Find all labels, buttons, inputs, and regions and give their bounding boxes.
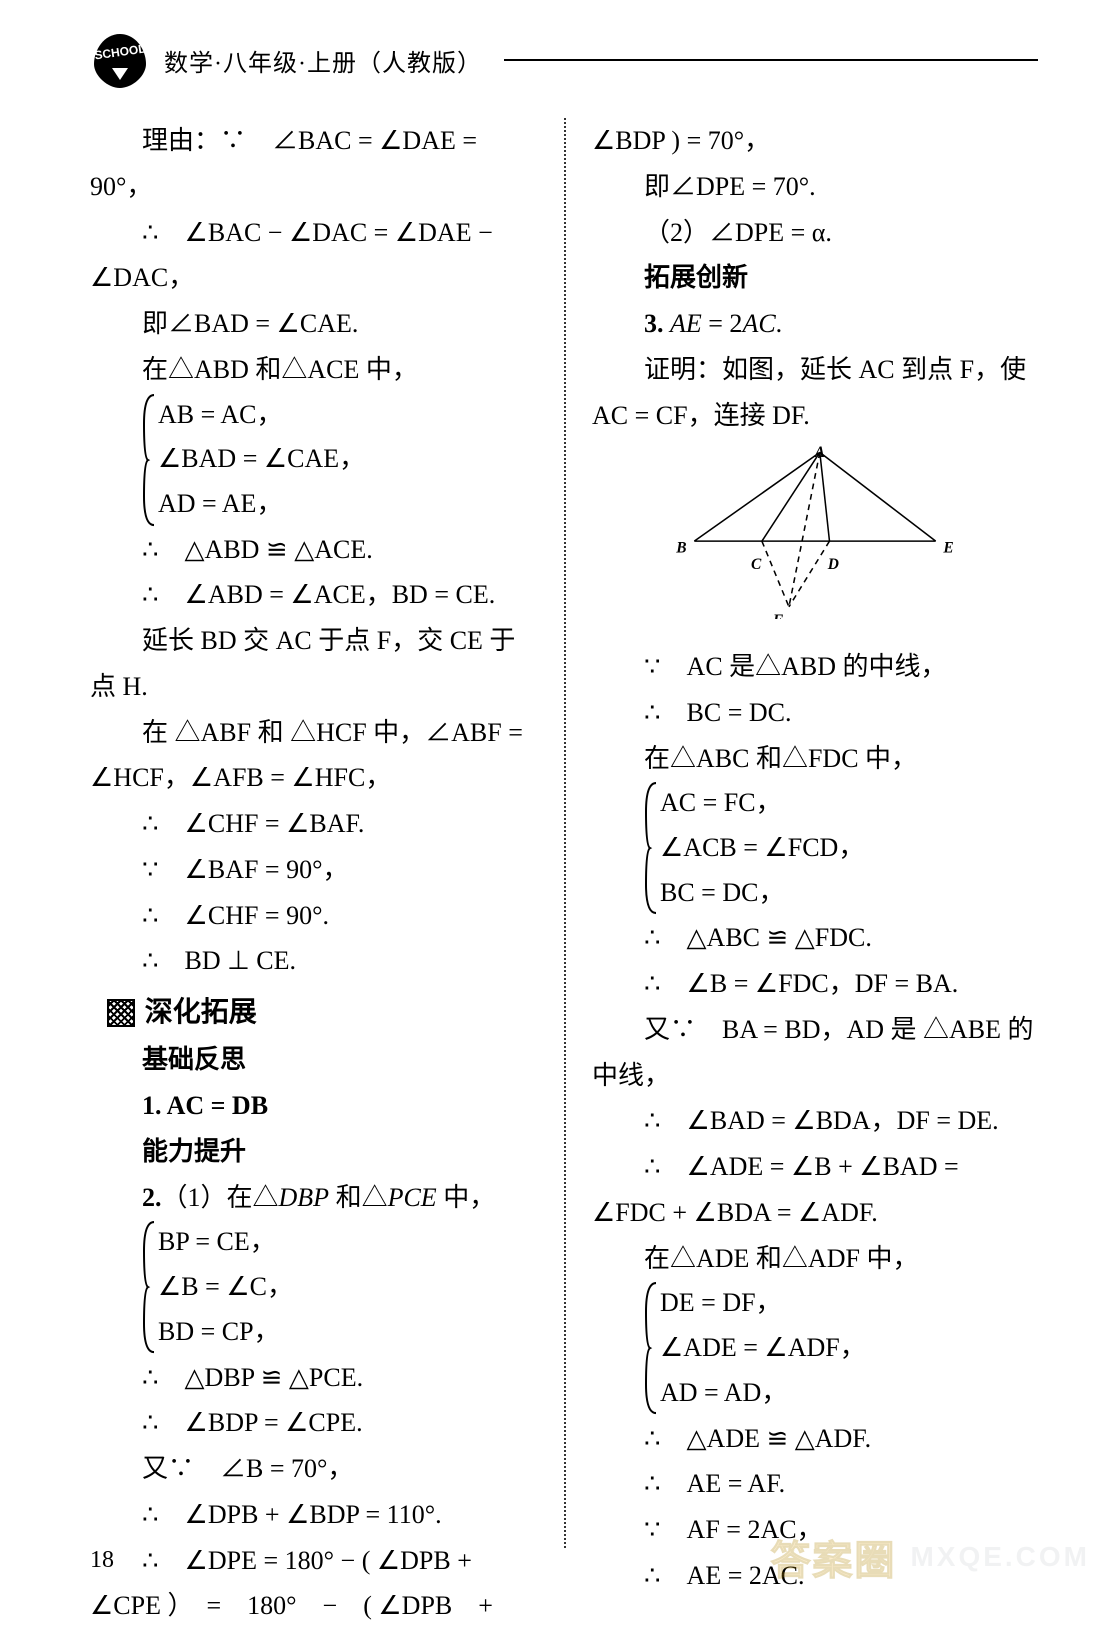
text-line: 又∵ BA = BD，AD 是 △ABE 的	[592, 1007, 1038, 1053]
text-line: 点 H.	[90, 664, 536, 710]
sub-heading: 能力提升	[90, 1129, 536, 1175]
svg-text:A: A	[814, 444, 825, 461]
geometry-figure: A B C D E F	[592, 444, 1038, 634]
svg-text:F: F	[772, 612, 784, 619]
text-line: ∴ ∠CHF = ∠BAF.	[90, 801, 536, 847]
question-line: 1. AC = DB	[90, 1083, 536, 1129]
equation-brace: AB = AC， ∠BAD = ∠CAE， AD = AE，	[90, 393, 536, 527]
brace-row: ∠B = ∠C，	[158, 1265, 293, 1310]
svg-text:D: D	[827, 556, 839, 573]
text-line: 即∠BAD = ∠CAE.	[90, 301, 536, 347]
text-line: 在 △ABF 和 △HCF 中，∠ABF =	[90, 710, 536, 756]
brace-row: AD = AD，	[660, 1371, 866, 1416]
text-line: AC = CF，连接 DF.	[592, 393, 1038, 439]
text-line: ∴ ∠DPE = 180° − ( ∠DPB +	[90, 1538, 536, 1584]
text-line: ∠HCF，∠AFB = ∠HFC，	[90, 755, 536, 801]
section-heading: 深化拓展	[90, 988, 536, 1037]
brace-row: BP = CE，	[158, 1220, 293, 1265]
text-line: ∴ △ABD ≌ △ACE.	[90, 527, 536, 573]
text-line: ∴ AE = AF.	[592, 1461, 1038, 1507]
text-line: 即∠DPE = 70°.	[592, 164, 1038, 210]
section-title: 深化拓展	[145, 988, 257, 1037]
text-line: ∴ △DBP ≌ △PCE.	[90, 1355, 536, 1401]
text-line: 在△ADE 和△ADF 中，	[592, 1236, 1038, 1282]
text-line: 在△ABC 和△FDC 中，	[592, 736, 1038, 782]
question-line: 2.2.（1）在△DBP 和△PCE 中，（1）在△DBP 和△PCE 中，	[90, 1175, 536, 1221]
text-line: ∠DAC，	[90, 255, 536, 301]
text-line: ∴ ∠BAC − ∠DAC = ∠DAE −	[90, 210, 536, 256]
brace-row: AD = AE，	[158, 482, 365, 527]
text-line: ∴ ∠ADE = ∠B + ∠BAD =	[592, 1144, 1038, 1190]
school-logo: SCHOOL	[90, 30, 150, 90]
right-column: ∠BDP ) = 70°， 即∠DPE = 70°. （2）∠DPE = α. …	[564, 118, 1038, 1548]
brace-row: ∠ACB = ∠FCD，	[660, 826, 864, 871]
watermark-text-1: 答案圈	[770, 1528, 896, 1586]
brace-row: DE = DF，	[660, 1281, 866, 1326]
sub-heading: 拓展创新	[592, 255, 1038, 301]
text-line: ∴ ∠BDP = ∠CPE.	[90, 1400, 536, 1446]
equation-brace: BP = CE， ∠B = ∠C， BD = CP，	[90, 1220, 536, 1354]
page-number: 18	[90, 1547, 114, 1574]
text-line: 延长 BD 交 AC 于点 F，交 CE 于	[90, 618, 536, 664]
text-line: ∠FDC + ∠BDA = ∠ADF.	[592, 1190, 1038, 1236]
equation-brace: DE = DF， ∠ADE = ∠ADF， AD = AD，	[592, 1281, 1038, 1415]
text-line: ∴ ∠CHF = 90°.	[90, 893, 536, 939]
svg-text:B: B	[675, 540, 686, 557]
svg-text:E: E	[942, 540, 953, 557]
text-line: ∴ ∠B = ∠FDC，DF = BA.	[592, 961, 1038, 1007]
equation-brace: AC = FC， ∠ACB = ∠FCD， BC = DC，	[592, 781, 1038, 915]
text-line: ∴ BD ⊥ CE.	[90, 938, 536, 984]
text-line: ∠BDP ) = 70°，	[592, 118, 1038, 164]
text-line: 在△ABD 和△ACE 中，	[90, 347, 536, 393]
text-line: 证明：如图，延长 AC 到点 F，使	[592, 347, 1038, 393]
page-header-title: 数学·八年级·上册（人教版）	[164, 43, 482, 78]
pattern-square-icon	[107, 999, 135, 1027]
text-line: 中线，	[592, 1053, 1038, 1099]
left-column: 理由：∵ ∠BAC = ∠DAE = 90°， ∴ ∠BAC − ∠DAC = …	[90, 118, 564, 1548]
sub-heading: 基础反思	[90, 1037, 536, 1083]
text-line: ∵ AC 是△ABD 的中线，	[592, 644, 1038, 690]
watermark-text-2: MXQE.COM	[910, 1541, 1090, 1573]
question-line: 3. AE = 2AC.	[592, 301, 1038, 347]
text-line: ∴ △ADE ≌ △ADF.	[592, 1416, 1038, 1462]
text-line: ∵ ∠BAF = 90°，	[90, 847, 536, 893]
column-divider	[564, 118, 566, 1548]
text-line: ∴ ∠ABD = ∠ACE，BD = CE.	[90, 572, 536, 618]
brace-row: BD = CP，	[158, 1310, 293, 1355]
text-line: ∴ △ABC ≌ △FDC.	[592, 915, 1038, 961]
brace-row: ∠BAD = ∠CAE，	[158, 437, 365, 482]
text-line: （2）∠DPE = α.	[592, 210, 1038, 256]
brace-row: AB = AC，	[158, 393, 365, 438]
text-line: ∴ ∠DPB + ∠BDP = 110°.	[90, 1492, 536, 1538]
text-line: ∴ ∠BAD = ∠BDA，DF = DE.	[592, 1098, 1038, 1144]
brace-row: BC = DC，	[660, 871, 864, 916]
header-rule	[504, 59, 1038, 61]
text-line: 又∵ ∠B = 70°，	[90, 1446, 536, 1492]
watermark: 答案圈 MXQE.COM	[770, 1528, 1090, 1586]
brace-row: AC = FC，	[660, 781, 864, 826]
brace-row: ∠ADE = ∠ADF，	[660, 1326, 866, 1371]
text-line: ∠CPE ） = 180° − ( ∠DPB +	[90, 1583, 536, 1629]
svg-text:C: C	[751, 556, 762, 573]
text-line: ∴ BC = DC.	[592, 690, 1038, 736]
text-line: 理由：∵ ∠BAC = ∠DAE = 90°，	[90, 118, 536, 210]
